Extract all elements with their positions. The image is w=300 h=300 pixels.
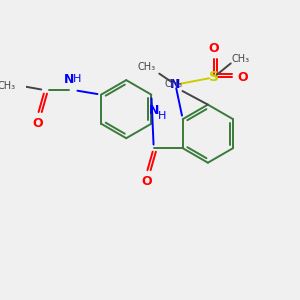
Text: CH₃: CH₃ xyxy=(232,54,250,64)
Text: O: O xyxy=(208,42,219,55)
Text: O: O xyxy=(141,175,152,188)
Text: CH₃: CH₃ xyxy=(164,79,182,89)
Text: CH₃: CH₃ xyxy=(0,81,16,91)
Text: N: N xyxy=(149,104,160,117)
Text: H: H xyxy=(73,74,82,84)
Text: O: O xyxy=(32,117,43,130)
Text: H: H xyxy=(158,111,166,121)
Text: N: N xyxy=(170,78,181,91)
Text: CH₃: CH₃ xyxy=(137,61,155,71)
Text: S: S xyxy=(208,70,219,84)
Text: N: N xyxy=(64,73,74,86)
Text: O: O xyxy=(237,71,248,84)
